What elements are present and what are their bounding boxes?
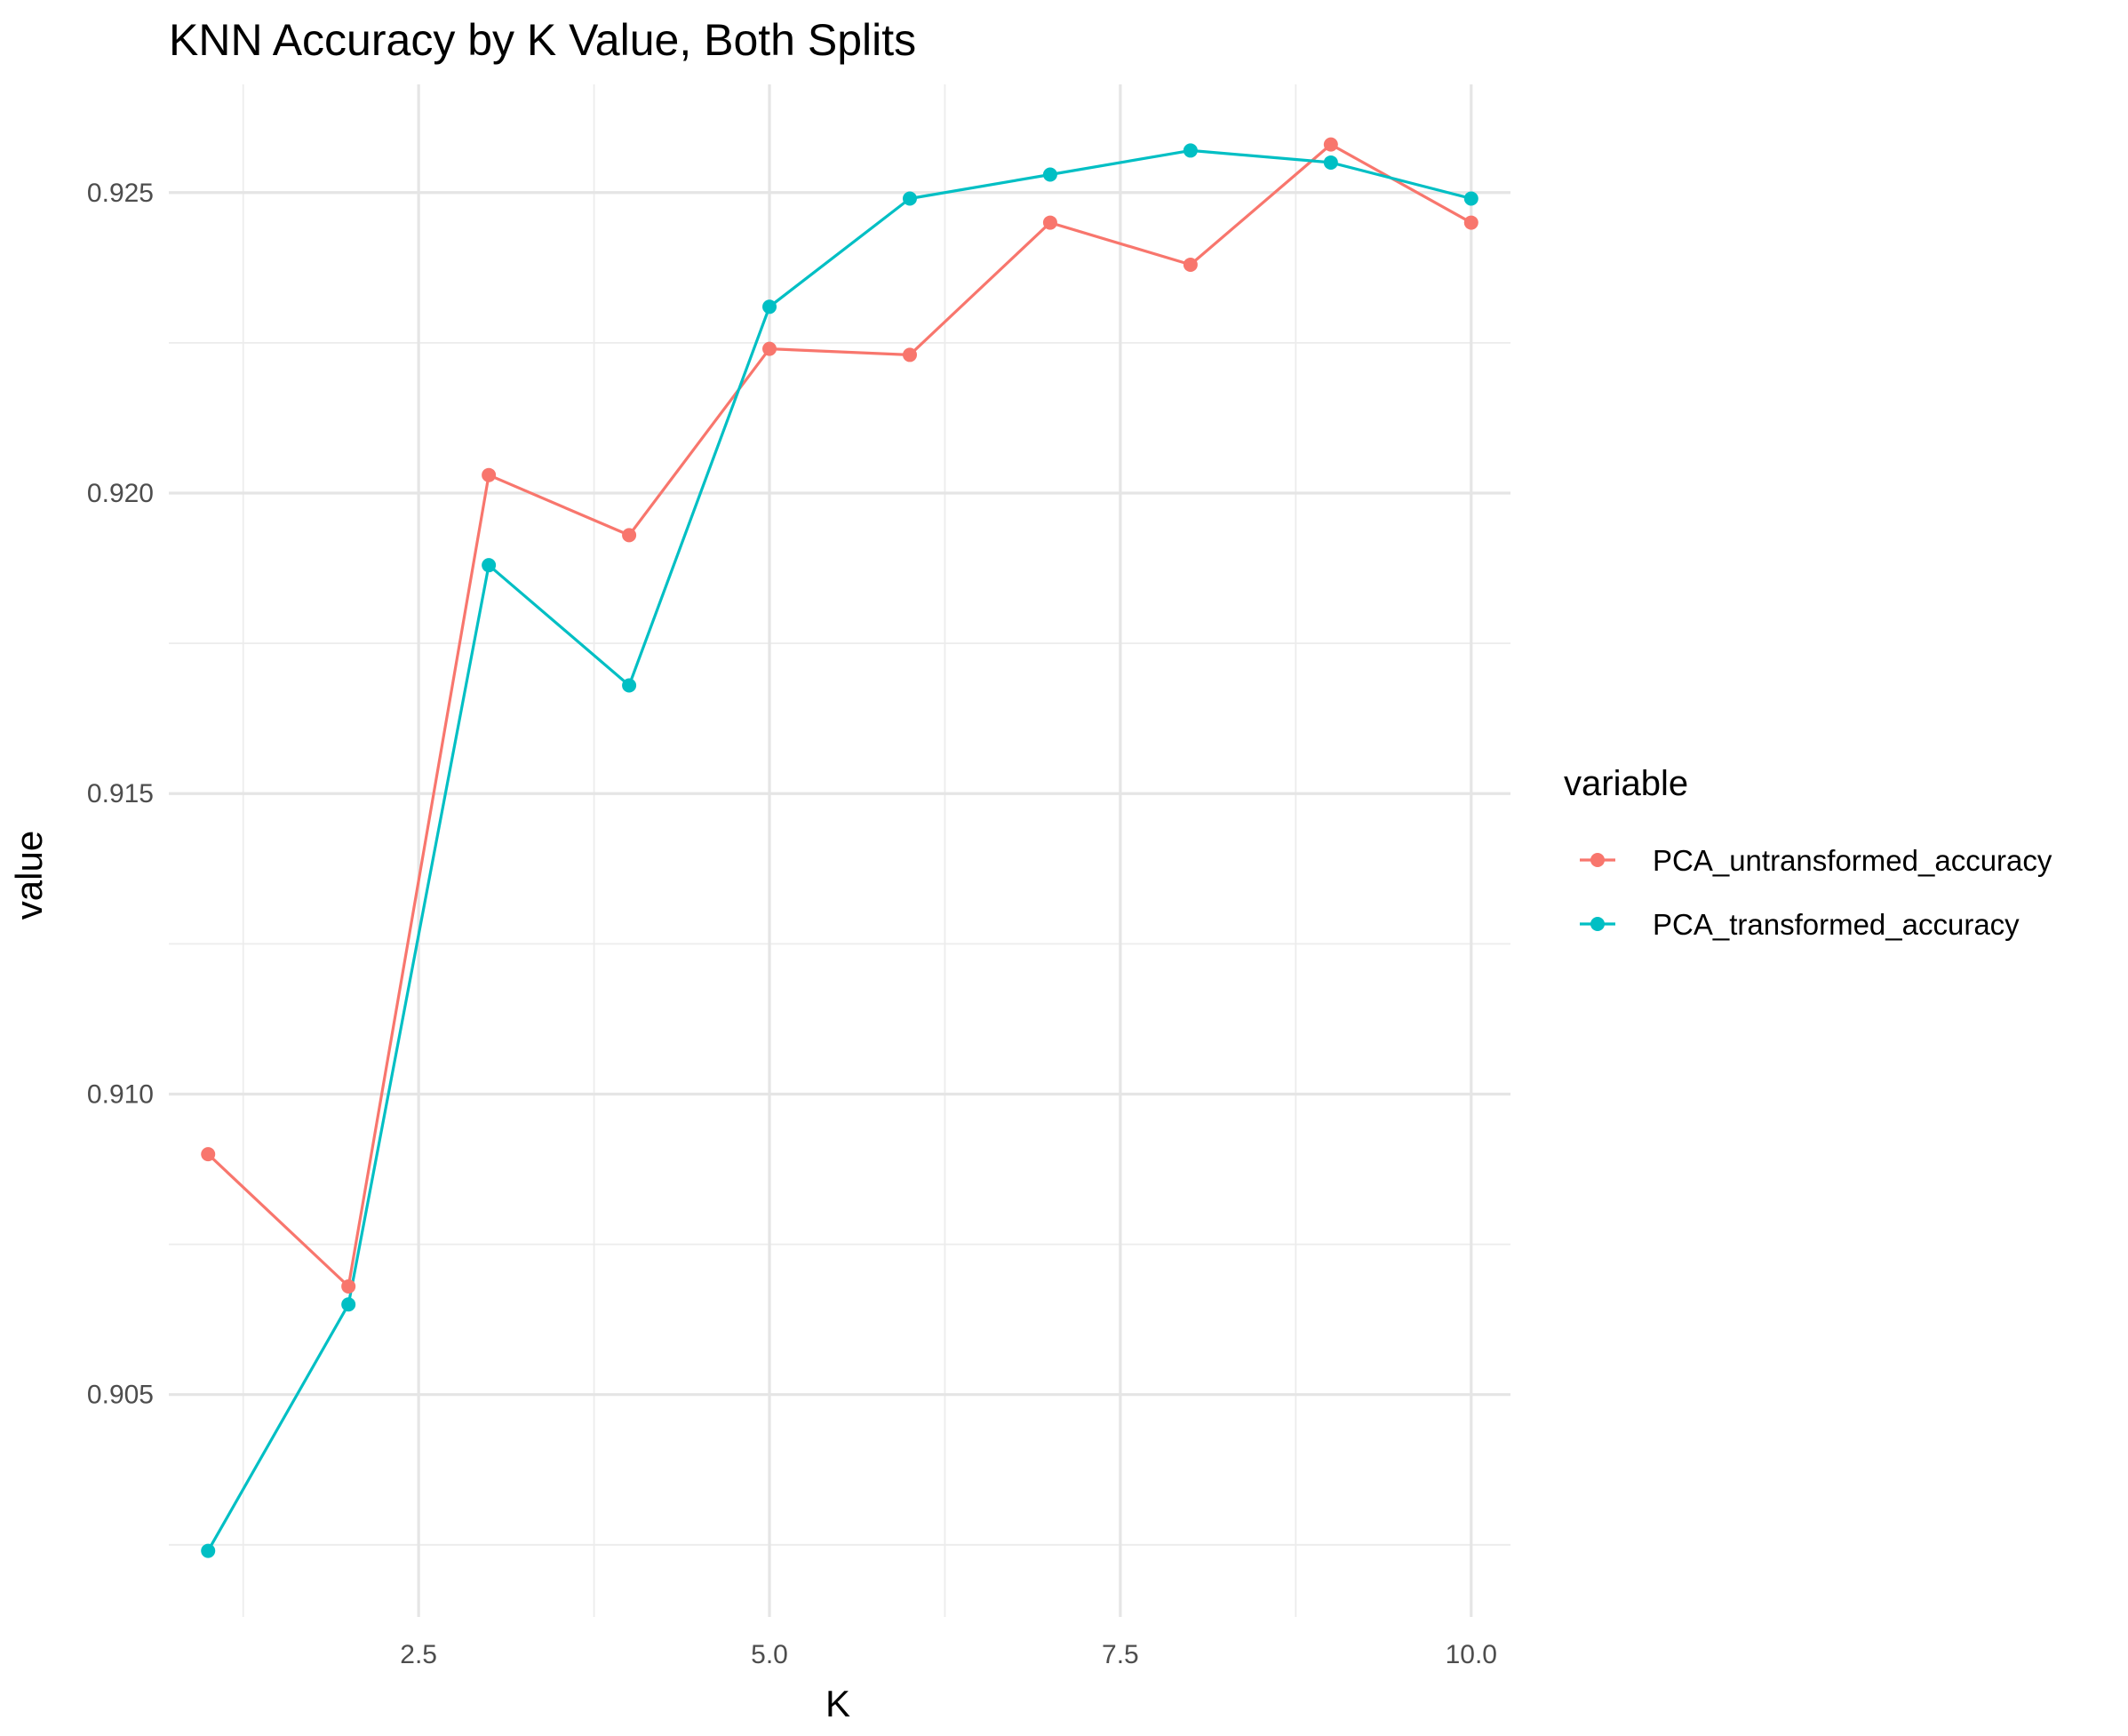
y-tick-label: 0.910 <box>87 1079 154 1109</box>
legend-key <box>1580 917 1615 931</box>
series-layer <box>201 137 1478 1558</box>
legend-key <box>1580 853 1615 867</box>
data-point-PCA_transformed_accuracy <box>1323 155 1338 170</box>
data-point-PCA_untransformed_accuracy <box>341 1278 356 1294</box>
data-point-PCA_transformed_accuracy <box>1183 143 1198 158</box>
data-point-PCA_untransformed_accuracy <box>1463 215 1478 230</box>
legend-items: PCA_untransformed_accuracy PCA_transforme… <box>1580 844 2052 941</box>
data-point-PCA_untransformed_accuracy <box>482 467 497 482</box>
x-axis-tick-labels: 2.5 5.0 7.5 10.0 <box>400 1640 1497 1669</box>
data-point-PCA_untransformed_accuracy <box>1323 137 1338 152</box>
data-point-PCA_untransformed_accuracy <box>762 341 777 356</box>
data-point-PCA_transformed_accuracy <box>622 678 637 693</box>
data-point-PCA_untransformed_accuracy <box>1183 257 1198 272</box>
series-line-PCA_untransformed_accuracy <box>207 143 1472 1288</box>
data-point-PCA_transformed_accuracy <box>902 191 917 206</box>
data-point-PCA_transformed_accuracy <box>1042 167 1057 182</box>
legend: variable PCA_untransformed_accuracy PCA_t… <box>1564 764 2052 941</box>
legend-title: variable <box>1564 764 1688 803</box>
x-tick-label: 10.0 <box>1446 1640 1497 1669</box>
minor-gridlines <box>169 84 1510 1617</box>
x-tick-label: 7.5 <box>1102 1640 1139 1669</box>
legend-label: PCA_transformed_accuracy <box>1653 908 2020 941</box>
legend-label: PCA_untransformed_accuracy <box>1653 844 2052 877</box>
x-tick-label: 5.0 <box>751 1640 788 1669</box>
y-axis-tick-labels: 0.905 0.910 0.915 0.920 0.925 <box>87 179 154 1410</box>
data-point-PCA_transformed_accuracy <box>482 558 497 573</box>
data-point-PCA_transformed_accuracy <box>341 1297 356 1312</box>
y-tick-label: 0.905 <box>87 1381 154 1410</box>
chart-title: KNN Accuracy by K Value, Both Splits <box>169 15 916 65</box>
x-axis-title: K <box>825 1683 850 1724</box>
series-line-PCA_transformed_accuracy <box>206 148 1472 1552</box>
data-point-PCA_untransformed_accuracy <box>902 347 917 362</box>
y-tick-label: 0.920 <box>87 479 154 508</box>
y-axis-title: value <box>8 831 50 920</box>
data-point-PCA_untransformed_accuracy <box>622 528 637 543</box>
y-tick-label: 0.925 <box>87 179 154 208</box>
y-tick-label: 0.915 <box>87 779 154 808</box>
data-point-PCA_untransformed_accuracy <box>1042 215 1057 230</box>
x-tick-label: 2.5 <box>400 1640 437 1669</box>
data-point-PCA_transformed_accuracy <box>762 299 777 315</box>
major-gridlines <box>169 84 1510 1617</box>
legend-key-point <box>1590 853 1605 867</box>
data-point-PCA_untransformed_accuracy <box>201 1147 216 1162</box>
data-point-PCA_transformed_accuracy <box>1463 191 1478 206</box>
data-point-PCA_transformed_accuracy <box>201 1543 216 1558</box>
legend-key-point <box>1590 917 1605 931</box>
